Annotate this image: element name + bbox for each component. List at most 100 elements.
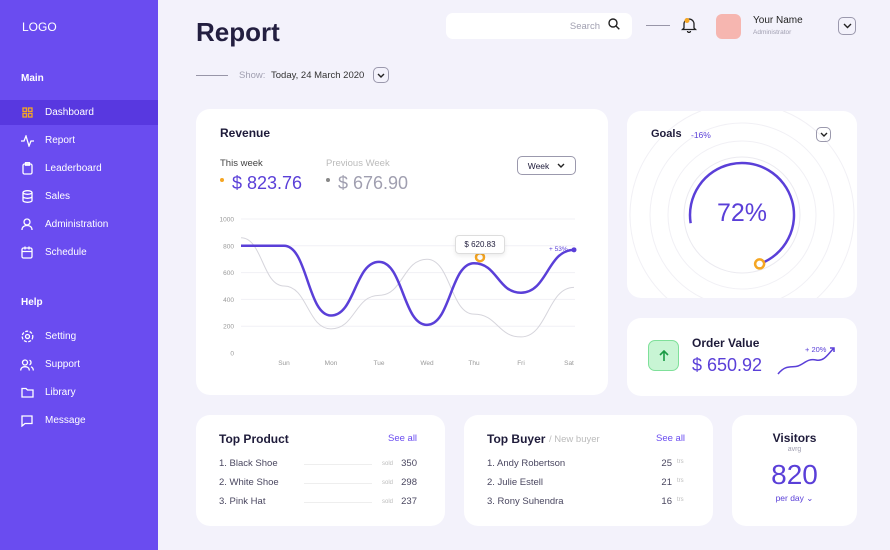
y-tick-label: 200 xyxy=(223,324,234,331)
period-dropdown[interactable]: Week xyxy=(517,156,576,175)
sidebar-item-label: Setting xyxy=(45,331,77,342)
item-name: 1. Black Shoe xyxy=(219,458,278,469)
divider xyxy=(304,464,372,465)
sidebar-item-leaderboard[interactable]: Leaderboard xyxy=(0,156,158,181)
sidebar-item-label: Library xyxy=(45,387,76,398)
folder-icon xyxy=(20,386,34,400)
activity-icon xyxy=(20,134,34,148)
chevron-down-icon: ⌄ xyxy=(806,493,814,503)
item-value: 25 xyxy=(661,458,672,469)
search-icon xyxy=(608,17,620,35)
list-item[interactable]: 2. White Shoe xyxy=(219,477,279,488)
list-item[interactable]: 1. Black Shoe xyxy=(219,458,278,469)
sidebar-item-dashboard[interactable]: Dashboard xyxy=(0,100,158,125)
avatar[interactable] xyxy=(716,14,741,39)
sidebar-item-report[interactable]: Report xyxy=(0,128,158,153)
y-tick-label: 1000 xyxy=(220,217,235,224)
visitors-card: Visitors avrg 820 per day ⌄ xyxy=(732,415,857,526)
end-point xyxy=(571,247,577,253)
search-input[interactable]: Search xyxy=(446,13,632,39)
see-all-link[interactable]: See all xyxy=(656,433,686,444)
sidebar-item-schedule[interactable]: Schedule xyxy=(0,240,158,265)
bell-icon[interactable] xyxy=(680,17,698,38)
top-buyer-card: Top Buyer / New buyer See all 1. Andy Ro… xyxy=(464,415,713,526)
see-all-link[interactable]: See all xyxy=(388,433,418,444)
sidebar-item-message[interactable]: Message xyxy=(0,408,158,433)
top-buyer-subtitle: / New buyer xyxy=(549,434,600,445)
main-section-label: Main xyxy=(21,73,44,84)
calendar-icon xyxy=(20,246,34,260)
item-value: 21 xyxy=(661,477,672,488)
chart-tooltip: $ 620.83 xyxy=(455,235,505,254)
chevron-down-icon xyxy=(377,73,385,78)
unit-label: trs xyxy=(677,497,684,503)
sidebar-item-label: Schedule xyxy=(45,247,87,258)
item-name: 2. Julie Estell xyxy=(487,477,543,488)
order-value: $ 650.92 xyxy=(692,355,763,375)
revenue-title: Revenue xyxy=(220,126,271,140)
chevron-down-icon xyxy=(820,132,827,137)
x-tick-label: Sat xyxy=(564,360,574,367)
clipboard-icon xyxy=(20,162,34,176)
database-icon xyxy=(20,190,34,204)
goals-change: -16% xyxy=(691,130,711,140)
x-tick-label: Sun xyxy=(278,360,290,367)
sidebar-item-support[interactable]: Support xyxy=(0,352,158,377)
y-tick-label: 600 xyxy=(223,270,234,277)
date-dropdown[interactable] xyxy=(373,67,389,83)
search-placeholder: Search xyxy=(569,20,600,32)
sidebar-item-administration[interactable]: Administration xyxy=(0,212,158,237)
item-value: 237 xyxy=(401,496,417,507)
sidebar-item-label: Support xyxy=(45,359,81,370)
sidebar-item-library[interactable]: Library xyxy=(0,380,158,405)
user-menu-dropdown[interactable] xyxy=(838,17,856,35)
list-item[interactable]: 3. Pink Hat xyxy=(219,496,265,507)
user-role: Administrator xyxy=(753,29,792,36)
sidebar-item-sales[interactable]: Sales xyxy=(0,184,158,209)
item-value: 350 xyxy=(401,458,417,469)
visitors-value: 820 xyxy=(771,459,818,490)
series-line-previous-week xyxy=(240,237,575,338)
list-item[interactable]: 1. Andy Robertson xyxy=(487,458,565,469)
top-product-card: Top Product See all 1. Black Shoe sold 350… xyxy=(196,415,445,526)
list-item[interactable]: 2. Julie Estell xyxy=(487,477,543,488)
item-value: 16 xyxy=(661,496,672,507)
goals-percent: 72% xyxy=(716,199,768,227)
visitors-period: per day xyxy=(775,493,804,503)
item-name: 1. Andy Robertson xyxy=(487,458,566,469)
item-name: 3. Pink Hat xyxy=(219,496,266,507)
list-item[interactable]: 3. Rony Suhendra xyxy=(487,496,564,507)
top-buyer-title: Top Buyer xyxy=(487,432,546,446)
unit-label: sold xyxy=(382,479,394,486)
item-value: 298 xyxy=(401,477,417,488)
x-tick-label: Wed xyxy=(420,360,434,367)
arrow-up-icon xyxy=(648,340,679,371)
x-tick-label: Fri xyxy=(517,360,525,367)
period-value: Week xyxy=(527,160,550,171)
visitors-title: Visitors xyxy=(772,431,817,445)
sidebar-item-label: Message xyxy=(45,415,86,426)
x-tick-label: Mon xyxy=(325,360,338,367)
sidebar: LOGO Main Dashboard Report Leaderboard S… xyxy=(0,0,158,550)
unit-label: sold xyxy=(382,460,394,467)
visitors-period-dropdown[interactable]: per day ⌄ xyxy=(732,493,857,504)
show-label: Show: xyxy=(239,70,266,81)
y-tick-label: 400 xyxy=(223,297,234,304)
unit-label: trs xyxy=(677,459,684,465)
divider xyxy=(646,25,670,26)
visitors-sub: avrg xyxy=(787,446,802,453)
goals-gauge xyxy=(629,111,855,298)
goals-dropdown[interactable] xyxy=(816,127,831,142)
chevron-down-icon xyxy=(843,23,851,29)
order-title: Order Value xyxy=(692,336,760,350)
gear-icon xyxy=(20,330,34,344)
revenue-card: Revenue This week $ 823.76 Previous Week… xyxy=(196,109,608,395)
highlight-point xyxy=(474,251,486,263)
date-value: Today, 24 March 2020 xyxy=(271,70,365,81)
users-icon xyxy=(20,358,34,372)
goals-card: Goals -16% 72% xyxy=(627,111,857,298)
divider xyxy=(304,502,372,503)
grid-icon xyxy=(20,106,34,120)
sidebar-item-setting[interactable]: Setting xyxy=(0,324,158,349)
